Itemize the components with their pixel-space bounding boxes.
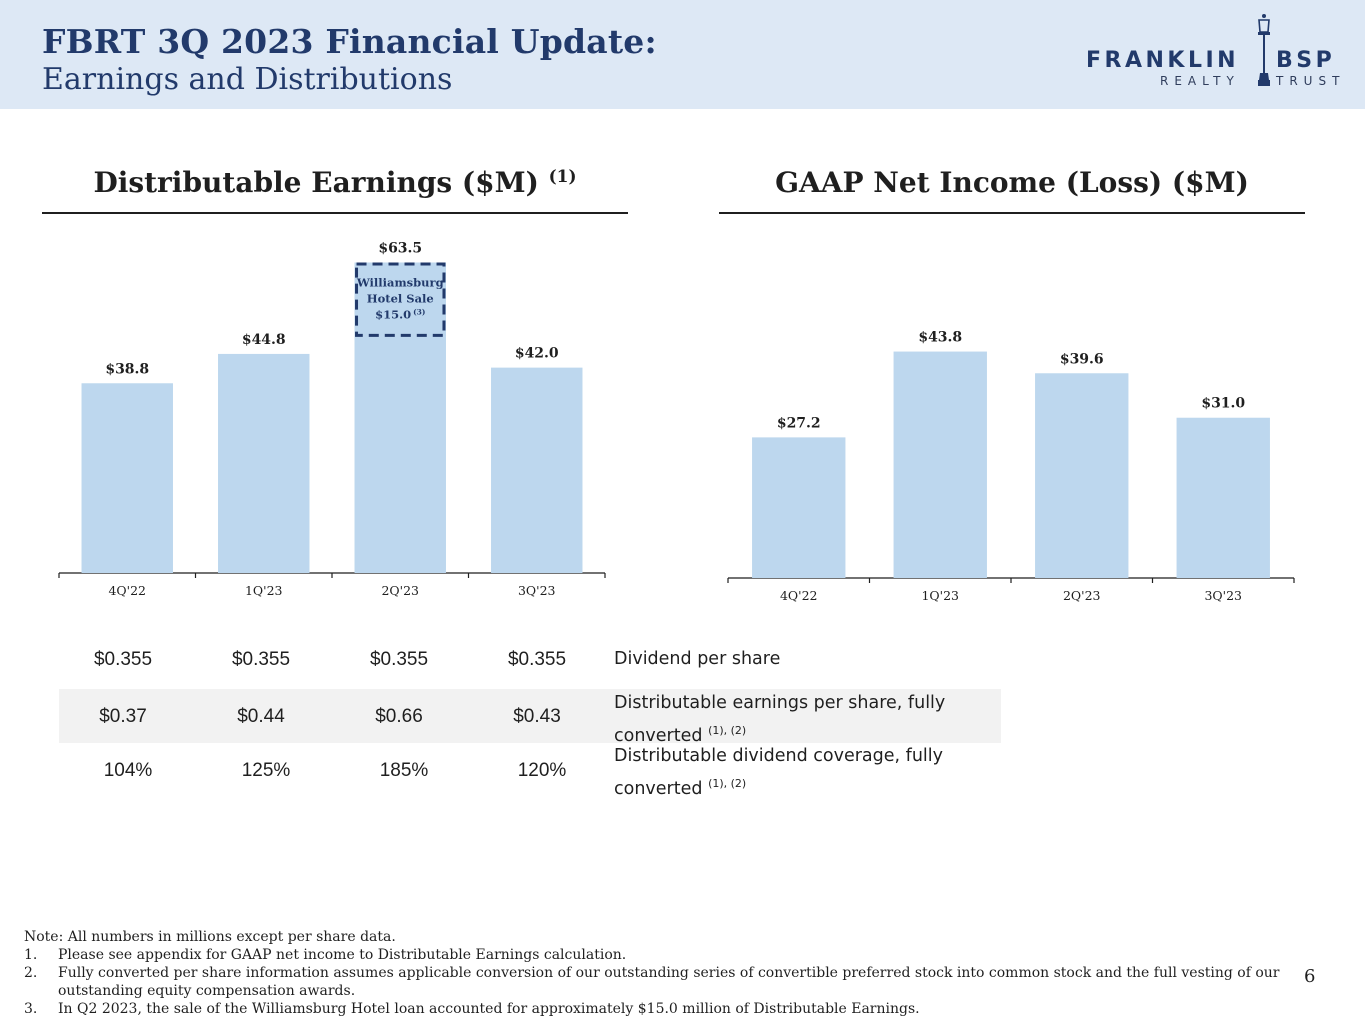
logo-text-bsp: BSP [1276, 48, 1336, 73]
x-tick-label: 1Q'23 [245, 583, 283, 598]
footnote-text: Fully converted per share information as… [58, 965, 1280, 999]
row-label-text-line2: converted [614, 726, 703, 746]
table-cell: $0.44 [237, 706, 285, 727]
logo-text-trust: TRUST [1276, 74, 1346, 88]
company-logo: FRANKLIN BSP REALTY TRUST [1080, 12, 1350, 98]
annotation-text: Williamsburg [356, 275, 444, 289]
table-cell: $0.37 [99, 706, 147, 727]
note-intro: Note: All numbers in millions except per… [24, 929, 396, 945]
x-tick-label: 3Q'23 [518, 583, 556, 598]
data-label: $27.2 [777, 415, 821, 431]
bar [354, 262, 446, 573]
annotation-box [355, 262, 446, 337]
data-label: $38.8 [105, 361, 149, 377]
footnote-number: 3. [24, 1001, 38, 1017]
bar [81, 383, 173, 573]
footnote-text: In Q2 2023, the sale of the Williamsburg… [58, 1001, 920, 1017]
chart-title-rule [42, 212, 628, 214]
table-cell: $0.355 [93, 649, 153, 670]
bar [893, 351, 987, 578]
row-label-distributable-eps: Distributable earnings per share, fully … [614, 690, 945, 750]
row-label-text-line2: converted [614, 779, 703, 799]
lamppost-icon [1258, 14, 1270, 86]
header-band [0, 0, 1365, 109]
data-label: $39.6 [1060, 351, 1104, 367]
data-label: $31.0 [1201, 396, 1245, 412]
chart-title-gaap-net-income: GAAP Net Income (Loss) ($M) [775, 166, 1249, 199]
row-label-footnote: (1), (2) [708, 777, 747, 790]
bar [491, 367, 583, 573]
row-label-dividend-per-share: Dividend per share [614, 646, 780, 673]
table-cell: $0.43 [513, 706, 561, 727]
row-label-text: Distributable earnings per share, fully [614, 693, 946, 713]
page-number: 6 [1304, 966, 1316, 987]
chart-title-footnote: (1) [548, 167, 577, 187]
chart-title-distributable-earnings: Distributable Earnings ($M) (1) [42, 166, 628, 199]
footnote-item: 2. Fully converted per share information… [24, 964, 1308, 1000]
data-label: $44.8 [242, 332, 286, 348]
footnote-item: 3. In Q2 2023, the sale of the Williamsb… [24, 1000, 1308, 1018]
x-tick-label: 2Q'23 [381, 583, 419, 598]
distributable-earnings-chart: $38.8 4Q'22 $44.8 1Q'23 $63.5 2Q'23 Williamsbu… [58, 240, 606, 598]
table-cell: $0.355 [231, 649, 291, 670]
table-cell: 120% [517, 760, 567, 781]
logo-text-realty: REALTY [1160, 74, 1240, 88]
page-subtitle: Earnings and Distributions [42, 62, 453, 97]
x-tick-label: 4Q'22 [108, 583, 146, 598]
table-cell: 125% [241, 760, 291, 781]
footnote-number: 2. [24, 965, 38, 981]
footnote-item: 1. Please see appendix for GAAP net inco… [24, 946, 1308, 964]
data-label: $43.8 [918, 330, 962, 346]
chart-title-text: Distributable Earnings ($M) [93, 166, 539, 199]
row-label-footnote: (1), (2) [708, 724, 747, 737]
data-label: $63.5 [378, 240, 422, 256]
table-row-highlight [59, 689, 1001, 743]
table-cell: 104% [103, 760, 153, 781]
x-tick-label: 3Q'23 [1204, 588, 1242, 603]
gaap-net-income-chart: $27.2 4Q'22 $43.8 1Q'23 $39.6 2Q'23 $31.0 3Q'23 [727, 330, 1295, 603]
row-label-text: Dividend per share [614, 649, 781, 669]
table-cell: $0.66 [375, 706, 423, 727]
table-cell: 185% [379, 760, 429, 781]
bar [752, 437, 846, 578]
annotation-text: Hotel Sale [367, 291, 434, 305]
table-cell: $0.355 [507, 649, 567, 670]
footnotes: Note: All numbers in millions except per… [24, 928, 1308, 1018]
footnote-text: Please see appendix for GAAP net income … [58, 947, 627, 963]
data-label: $42.0 [515, 346, 559, 362]
x-tick-label: 1Q'23 [921, 588, 959, 603]
page-title: FBRT 3Q 2023 Financial Update: [42, 22, 657, 61]
table-cell: $0.355 [369, 649, 429, 670]
row-label-text: Distributable dividend coverage, fully [614, 746, 943, 766]
row-label-dividend-coverage: Distributable dividend coverage, fully c… [614, 743, 943, 803]
bar [1035, 373, 1129, 578]
chart-title-rule [719, 212, 1305, 214]
x-tick-label: 4Q'22 [780, 588, 818, 603]
footnote-number: 1. [24, 947, 38, 963]
x-tick-label: 2Q'23 [1063, 588, 1101, 603]
logo-text-franklin: FRANKLIN [1086, 48, 1240, 73]
bar [1176, 417, 1270, 578]
bar [218, 353, 310, 573]
